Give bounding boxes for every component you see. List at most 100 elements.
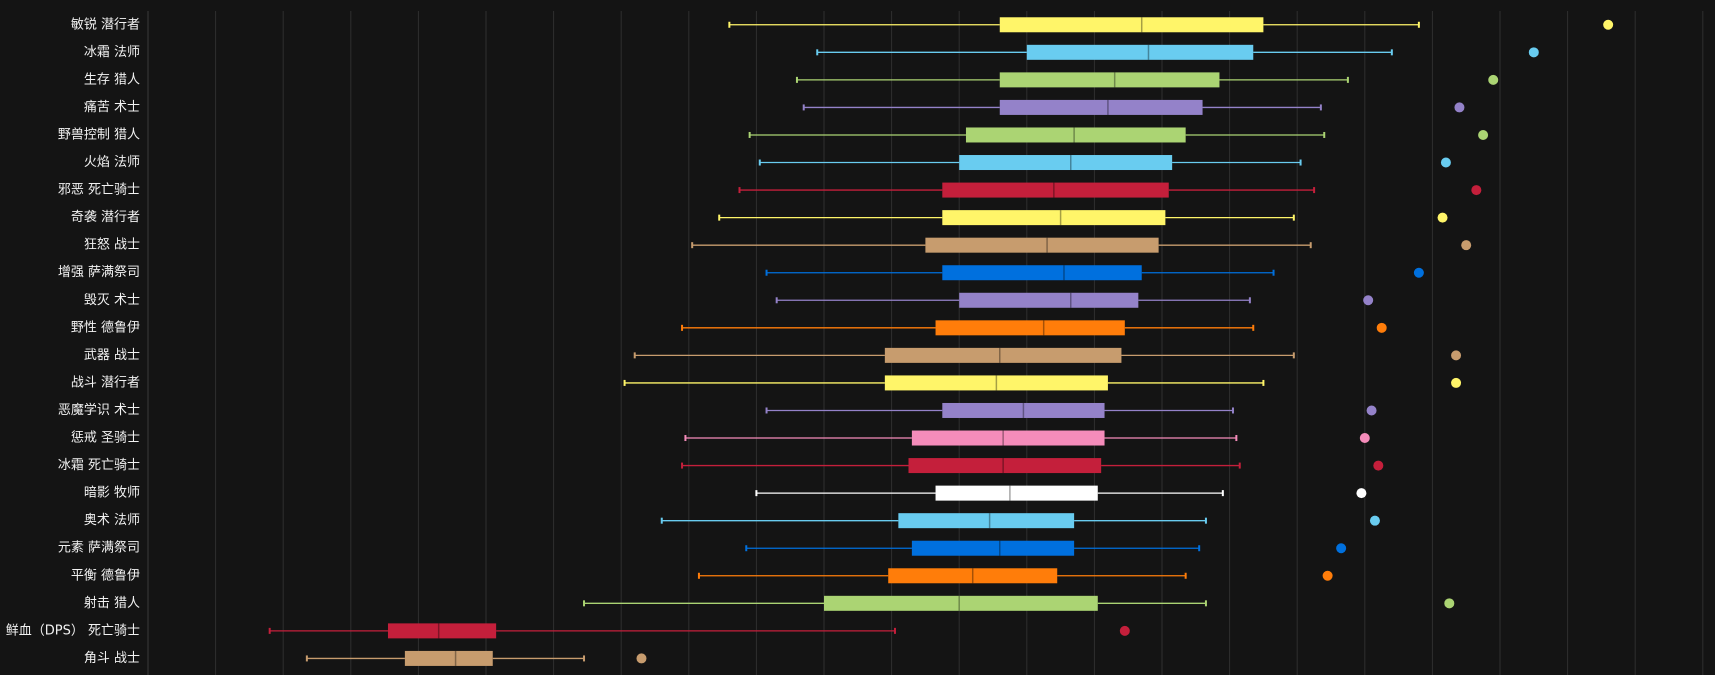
iqr-box [959, 292, 1139, 308]
iqr-box [1026, 44, 1254, 60]
box-series [681, 458, 1384, 474]
box-series [775, 292, 1374, 308]
box-series [738, 182, 1482, 198]
category-label: 元素 萨满祭司 [58, 541, 140, 556]
iqr-box [404, 650, 493, 666]
category-label: 奇袭 潜行者 [71, 209, 140, 225]
box-series [660, 513, 1380, 529]
category-label: 痛苦 术士 [84, 99, 140, 115]
category-label: 恶魔学识 术士 [58, 402, 140, 418]
iqr-box [888, 568, 1058, 584]
box-series [691, 237, 1472, 253]
outlier-point [636, 653, 647, 664]
category-label: 毁灭 术士 [84, 293, 140, 308]
category-label: 鲜血（DPS） 死亡骑士 [6, 623, 140, 638]
outlier-point [1451, 377, 1462, 388]
box-series [758, 155, 1451, 171]
iqr-box [959, 155, 1173, 171]
category-label: 狂怒 战士 [84, 238, 140, 253]
category-label: 邪恶 死亡骑士 [58, 183, 140, 198]
category-label: 奥术 法师 [84, 513, 140, 528]
outlier-point [1366, 405, 1377, 416]
category-label: 暗影 牧师 [84, 486, 140, 501]
box-series [681, 320, 1387, 336]
category-label: 角斗 战士 [84, 651, 140, 666]
category-label: 敏锐 潜行者 [71, 17, 140, 32]
iqr-box [898, 513, 1075, 529]
box-series [728, 17, 1614, 33]
box-series [755, 485, 1367, 501]
box-series [697, 568, 1333, 584]
iqr-box [999, 72, 1220, 88]
outlier-point [1437, 212, 1448, 223]
category-label: 武器 战士 [84, 348, 140, 363]
outlier-point [1336, 543, 1347, 554]
outlier-point [1461, 240, 1472, 251]
box-series [745, 540, 1347, 556]
iqr-box [925, 237, 1159, 253]
box-series [633, 347, 1462, 363]
box-series [765, 402, 1377, 418]
outlier-point [1488, 74, 1499, 85]
category-label: 生存 猎人 [84, 72, 140, 87]
outlier-point [1451, 350, 1462, 361]
iqr-box [908, 458, 1102, 474]
outlier-point [1528, 47, 1539, 58]
category-label: 平衡 德鲁伊 [71, 568, 140, 583]
iqr-box [965, 127, 1186, 143]
category-label: 增强 萨满祭司 [58, 265, 140, 280]
outlier-point [1363, 295, 1374, 306]
outlier-point [1454, 102, 1465, 113]
box-series [623, 375, 1462, 391]
category-label: 野性 德鲁伊 [71, 320, 140, 335]
grid [147, 11, 1704, 675]
box-series [765, 265, 1424, 281]
box-series [583, 595, 1455, 611]
iqr-box [884, 347, 1122, 363]
iqr-box [942, 265, 1142, 281]
category-label: 战斗 潜行者 [71, 375, 140, 390]
outlier-point [1444, 598, 1455, 609]
outlier-point [1603, 19, 1614, 30]
category-label: 冰霜 死亡骑士 [58, 458, 140, 473]
outlier-point [1471, 185, 1482, 196]
box-series [816, 44, 1539, 60]
iqr-box [942, 182, 1169, 198]
outlier-point [1356, 488, 1367, 499]
box-series [305, 650, 647, 666]
iqr-box [387, 623, 497, 639]
box-series [268, 623, 1130, 639]
iqr-box [935, 320, 1125, 336]
iqr-box [911, 430, 1105, 446]
box-series [802, 99, 1465, 115]
outlier-point [1376, 322, 1387, 333]
iqr-box [935, 485, 1098, 501]
category-label: 射击 猎人 [84, 595, 140, 611]
outlier-point [1359, 433, 1370, 444]
outlier-point [1369, 515, 1380, 526]
category-label: 野兽控制 猎人 [58, 127, 140, 142]
iqr-box [942, 210, 1166, 226]
category-label: 火焰 法师 [84, 155, 140, 170]
iqr-box [911, 540, 1075, 556]
plot-area [268, 17, 1614, 666]
iqr-box [999, 17, 1264, 33]
outlier-point [1478, 129, 1489, 140]
outlier-point [1440, 157, 1451, 168]
outlier-point [1322, 570, 1333, 581]
outlier-point [1119, 625, 1130, 636]
box-series [748, 127, 1489, 143]
iqr-box [824, 595, 1098, 611]
category-label: 惩戒 圣骑士 [71, 431, 140, 446]
box-series [684, 430, 1370, 446]
box-series [718, 210, 1448, 226]
category-label: 冰霜 法师 [84, 45, 140, 60]
box-series [795, 72, 1499, 88]
iqr-box [999, 99, 1203, 115]
iqr-box [884, 375, 1108, 391]
outlier-point [1373, 460, 1384, 471]
iqr-box [942, 402, 1105, 418]
outlier-point [1413, 267, 1424, 278]
